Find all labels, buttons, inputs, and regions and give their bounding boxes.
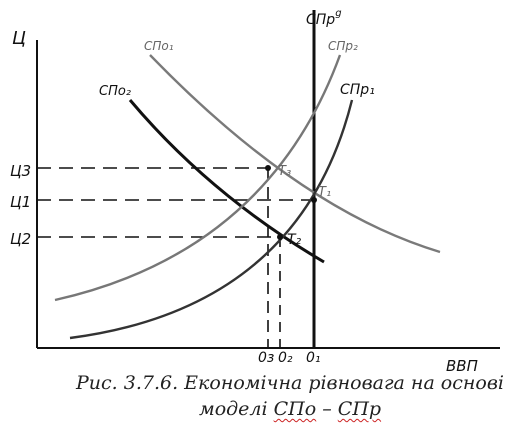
- x-tick-q2: 0₂: [278, 350, 293, 366]
- label-spr-vertical-main: СПр: [306, 12, 335, 28]
- label-t1: Т₁: [318, 185, 331, 200]
- spo1-curve: [149, 54, 441, 254]
- figure-caption-line2: моделі СПо – СПр: [60, 398, 520, 420]
- point-t3: [265, 165, 271, 171]
- x-axis-label: ВВП: [446, 357, 478, 375]
- label-spr1: СПр₁: [340, 82, 375, 98]
- figure-caption-line1: Рис. 3.7.6. Економічна рівновага на осно…: [76, 372, 504, 394]
- point-t2: [277, 234, 283, 240]
- label-spo2: СПо₂: [99, 84, 131, 99]
- spo2-curve: [128, 99, 325, 264]
- label-t3: Т₃: [278, 164, 291, 179]
- y-tick-p1: Ц1: [10, 193, 31, 211]
- label-spr2: СПр₂: [328, 39, 358, 53]
- label-spo1: СПо₁: [144, 39, 174, 53]
- spr1-curve: [69, 99, 354, 340]
- spr2-curve: [54, 54, 342, 302]
- y-axis-label: Ц: [12, 28, 26, 49]
- y-tick-p2: Ц2: [10, 230, 31, 248]
- x-tick-q3: 0з: [258, 350, 274, 366]
- equilibrium-diagram: Ц ВВП Ц3 Ц1 Ц2 0з 0₂ 0₁ СПрg СПр₂ СПо₁ С…: [10, 8, 500, 375]
- y-tick-p3: Ц3: [10, 162, 31, 180]
- label-t2: Т₂: [287, 232, 302, 248]
- x-tick-q1: 0₁: [306, 350, 321, 366]
- label-spr-vertical: СПрg: [306, 8, 342, 28]
- caption-spo: СПо: [273, 398, 317, 420]
- caption-separator: –: [316, 398, 338, 420]
- label-spr-vertical-sup: g: [335, 8, 341, 19]
- caption-spr: СПр: [337, 398, 382, 420]
- point-t1: [311, 197, 317, 203]
- caption-prefix: моделі: [198, 398, 274, 420]
